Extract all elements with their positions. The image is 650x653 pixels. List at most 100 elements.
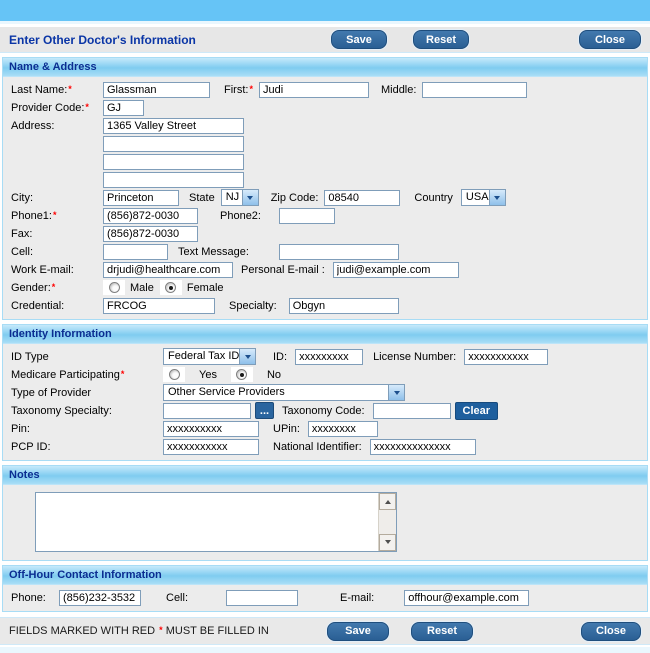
address-row-4 [11,171,639,188]
national-identifier-input[interactable] [369,438,476,455]
taxonomy-browse-button[interactable]: ... [255,402,274,419]
specialty-input[interactable] [288,297,399,314]
gender-male-radio[interactable] [103,280,125,295]
text-message-input[interactable] [278,243,399,260]
provider-code-label: Provider Code:* [11,101,89,114]
save-button[interactable]: Save [331,30,387,49]
footer-bar: FIELDS MARKED WITH RED * MUST BE FILLED … [0,617,650,645]
city-input[interactable] [103,189,179,206]
id-label: ID: [273,350,288,363]
notes-scrollbar[interactable] [378,493,396,551]
provider-code-input[interactable] [103,99,144,116]
text-message-label: Text Message: [178,245,249,258]
identity-section: Identity Information ID Type Federal Tax… [2,324,648,461]
bottom-strip [0,647,650,653]
off-hour-phone-label: Phone: [11,591,46,604]
city-label: City: [11,191,33,204]
provider-code-row: Provider Code:* [11,99,639,116]
city-state-zip-row: City: State NJ Zip Code: Country USA [11,189,639,206]
close-button-bottom[interactable]: Close [581,621,641,641]
medicare-row: Medicare Participating* Yes No [11,366,639,383]
pin-row: Pin: UPin: [11,420,639,437]
cell-input[interactable] [103,243,168,260]
pin-input[interactable] [163,420,259,437]
credential-input[interactable] [103,297,215,314]
license-number-input[interactable] [464,348,549,365]
fax-row: Fax: [11,225,639,242]
zip-label: Zip Code: [270,191,319,204]
id-input[interactable] [295,348,364,365]
fax-input[interactable] [103,225,198,242]
name-row: Last Name:* First:* Middle: [11,81,639,98]
pcp-row: PCP ID: National Identifier: [11,438,639,455]
id-type-select[interactable]: Federal Tax ID [163,348,256,365]
email-row: Work E-mail: Personal E-mail : [11,261,639,278]
off-hour-section: Off-Hour Contact Information Phone: Cell… [2,565,648,612]
address-line3-input[interactable] [103,153,244,170]
id-type-label: ID Type [11,350,49,363]
last-name-label: Last Name:* [11,83,72,96]
address-line2-input[interactable] [103,135,244,152]
provider-type-select[interactable]: Other Service Providers [163,384,405,401]
medicare-yes-radio[interactable] [163,367,185,382]
address-line1-input[interactable] [103,117,244,134]
close-button[interactable]: Close [579,30,641,49]
address-line4-input[interactable] [103,171,244,188]
middle-name-input[interactable] [422,81,528,98]
personal-email-label: Personal E-mail : [241,263,325,276]
chevron-down-icon [239,349,255,364]
zip-input[interactable] [324,189,401,206]
taxonomy-clear-button[interactable]: Clear [454,401,499,420]
phone1-input[interactable] [103,207,198,224]
state-select[interactable]: NJ [220,189,259,206]
country-select[interactable]: USA [460,189,506,206]
gender-male-label: Male [130,281,154,294]
address-row-1: Address: [11,117,639,134]
phone1-row: Phone1:* Phone2: [11,207,639,224]
cell-label: Cell: [11,245,34,258]
required-asterisk: * [249,83,253,94]
first-name-label: First:* [224,83,253,96]
name-address-section: Name & Address Last Name:* First:* Middl… [2,57,648,320]
page-title: Enter Other Doctor's Information [9,32,196,47]
taxonomy-code-input[interactable] [372,402,451,419]
save-button-bottom[interactable]: Save [327,621,389,641]
address-row-2 [11,135,639,152]
scroll-up-icon[interactable] [379,493,396,510]
taxonomy-specialty-input[interactable] [163,402,251,419]
off-hour-email-label: E-mail: [340,591,375,604]
identity-header: Identity Information [3,325,647,344]
medicare-no-radio[interactable] [230,367,253,382]
reset-button-bottom[interactable]: Reset [411,621,473,641]
reset-button[interactable]: Reset [413,30,469,49]
personal-email-input[interactable] [332,261,459,278]
provider-type-label: Type of Provider [11,386,92,399]
address-row-3 [11,153,639,170]
scroll-down-icon[interactable] [379,534,396,551]
off-hour-cell-input[interactable] [226,589,299,606]
cell-row: Cell: Text Message: [11,243,639,260]
medicare-yes-label: Yes [199,368,217,381]
work-email-input[interactable] [103,261,233,278]
chevron-down-icon [488,190,505,205]
upin-input[interactable] [307,420,378,437]
off-hour-phone-input[interactable] [59,589,141,606]
off-hour-cell-label: Cell: [166,591,189,604]
gender-female-radio[interactable] [159,280,182,295]
off-hour-email-input[interactable] [404,589,530,606]
notes-textarea[interactable] [36,493,378,551]
phone2-label: Phone2: [220,209,261,222]
phone2-input[interactable] [278,207,335,224]
required-asterisk: * [159,625,163,635]
gender-row: Gender:* Male Female [11,279,639,296]
pcp-id-input[interactable] [163,438,259,455]
footer-note: FIELDS MARKED WITH RED * MUST BE FILLED … [9,625,269,637]
pcp-id-label: PCP ID: [11,440,51,453]
top-blue-strip [0,0,650,24]
chevron-down-icon [241,190,258,205]
chevron-down-icon [388,385,404,400]
last-name-input[interactable] [103,81,210,98]
credential-row: Credential: Specialty: [11,297,639,314]
first-name-input[interactable] [258,81,369,98]
notes-textarea-wrap [35,492,397,552]
